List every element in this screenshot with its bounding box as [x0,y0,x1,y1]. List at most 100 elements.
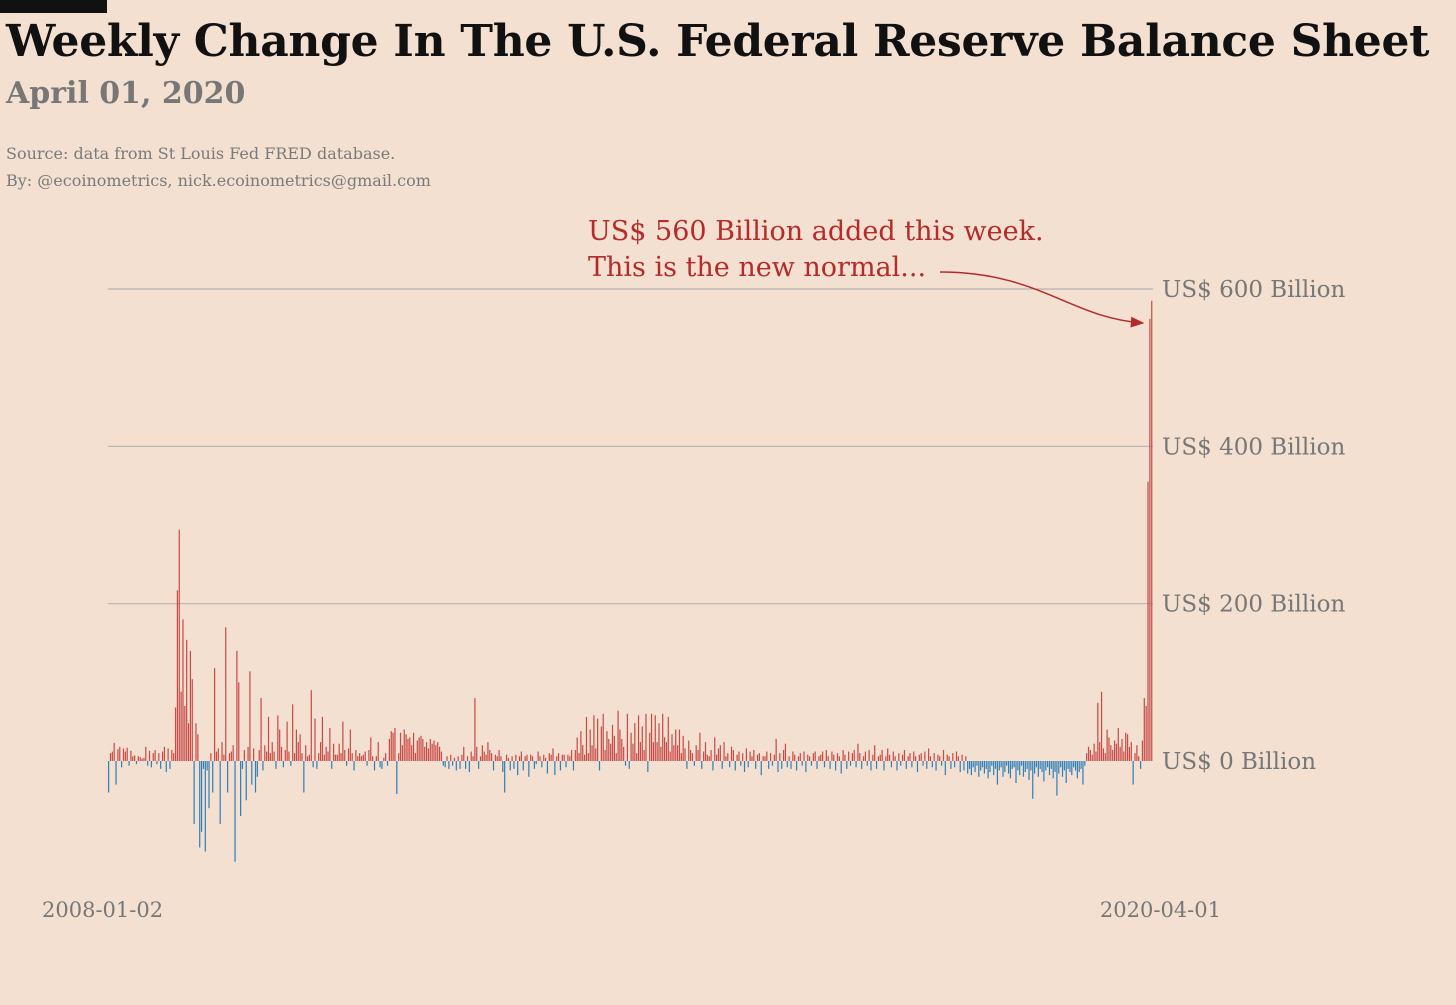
bar-426 [900,761,902,766]
bar-557 [1143,698,1145,761]
bar-90 [275,761,277,769]
bar-235 [544,757,547,761]
bar-187 [455,761,457,771]
bar-310 [684,748,686,761]
bar-294 [654,715,656,761]
bar-32 [167,748,169,761]
bar-277 [623,746,625,761]
bar-347 [753,749,755,761]
bar-404 [859,753,861,761]
bar-368 [792,751,794,761]
bar-514 [1063,761,1065,771]
bar-489 [1017,761,1019,771]
bar-400 [851,753,853,761]
bar-162 [409,737,411,761]
bar-250 [572,761,575,771]
bar-504 [1045,761,1047,771]
bar-86 [267,716,270,761]
bar-444 [933,753,935,761]
bar-149 [385,753,387,761]
bar-215 [507,757,509,761]
bar-434 [914,756,917,761]
bar-1 [109,753,112,761]
bar-39 [180,691,182,761]
bar-261 [593,715,595,761]
bar-85 [266,751,268,761]
bar-155 [396,761,398,795]
bar-433 [913,751,915,761]
bar-37 [176,590,179,761]
bar-88 [271,742,273,761]
bar-416 [881,749,883,761]
bar-59 [217,748,219,761]
bar-506 [1048,761,1051,776]
bar-466 [974,761,976,773]
bar-281 [630,732,632,761]
bar-308 [680,753,682,761]
bar-381 [816,761,818,769]
bar-101 [295,729,298,761]
bar-179 [440,751,443,761]
bar-517 [1069,761,1071,773]
bar-276 [621,738,623,761]
bar-529 [1091,754,1093,761]
bar-284 [636,753,638,761]
bar-352 [762,756,764,761]
bar-528 [1089,749,1091,761]
bar-303 [671,734,673,761]
bar-285 [637,715,640,761]
bar-133 [355,749,357,761]
bar-252 [576,737,578,761]
bar-245 [563,754,565,761]
bar-154 [394,727,396,761]
y-tick-label-200: US$ 200 Billion [1162,592,1345,618]
bar-92 [279,729,281,761]
bar-477 [994,761,997,769]
bar-336 [732,749,734,761]
bar-128 [346,761,348,766]
bar-224 [524,756,526,761]
bar-21 [147,761,149,766]
bar-19 [143,757,145,761]
bar-412 [874,745,876,761]
bar-374 [803,751,805,761]
bar-304 [673,745,675,761]
bar-377 [809,756,811,761]
bar-385 [823,761,826,768]
bar-160 [405,734,407,761]
bar-108 [308,754,311,761]
annotation-line-2: This is the new normal... [588,252,926,283]
bar-189 [459,761,461,769]
bar-181 [444,761,446,768]
bar-226 [528,761,530,777]
bar-409 [868,749,870,761]
bar-333 [727,753,729,761]
bar-559 [1147,481,1149,761]
bar-493 [1024,761,1026,773]
bar-239 [552,748,554,761]
bar-52 [204,761,206,852]
bar-18 [141,758,143,761]
bar-407 [864,751,866,761]
bar-203 [485,754,487,761]
bar-420 [888,754,891,761]
bar-129 [347,748,350,761]
bar-124 [338,743,340,761]
bar-200 [479,756,482,761]
bar-228 [531,756,534,761]
bar-484 [1007,761,1010,774]
bar-355 [768,761,770,769]
bar-53 [206,761,208,771]
bar-548 [1126,734,1129,761]
bar-449 [942,749,945,761]
bar-454 [952,753,954,761]
bar-121 [332,743,335,761]
bar-523 [1080,761,1082,769]
bar-266 [602,713,604,761]
bar-391 [835,761,837,771]
bar-364 [784,743,787,761]
bar-532 [1097,702,1099,761]
bar-313 [690,749,692,761]
bar-159 [403,729,405,761]
x-axis-labels: 2008-01-02 2020-04-01 [42,898,1221,922]
